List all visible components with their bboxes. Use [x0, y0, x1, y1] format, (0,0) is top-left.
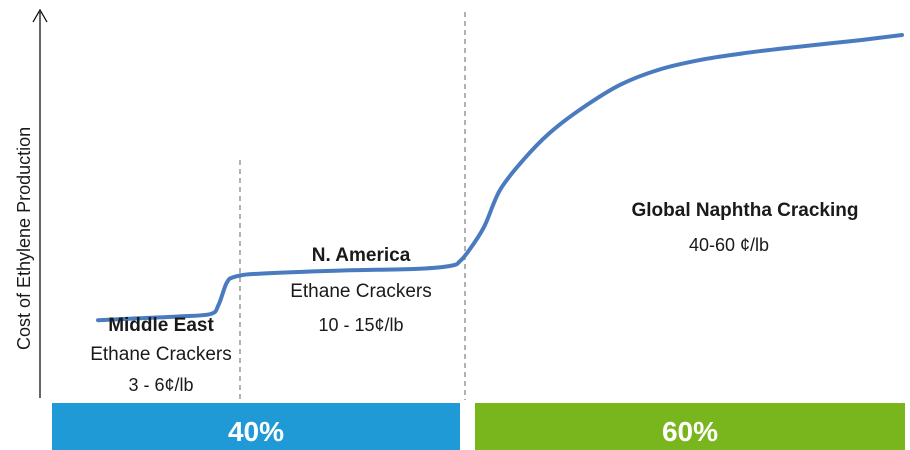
share-bar-60	[475, 403, 905, 450]
segment-2-type: Ethane Crackers	[290, 281, 432, 302]
segment-2-cost: 10 - 15¢/lb	[318, 315, 403, 335]
segment-3-cost: 40-60 ¢/lb	[689, 235, 769, 255]
segment-1-type: Ethane Crackers	[90, 344, 232, 365]
segment-1-region: Middle East	[108, 315, 214, 336]
segment-1-cost: 3 - 6¢/lb	[128, 375, 193, 395]
segment-2-region: N. America	[312, 245, 411, 266]
y-axis-label: Cost of Ethylene Production	[14, 127, 34, 350]
y-axis-arrow-icon	[32, 8, 48, 23]
share-bar-40-label: 40%	[228, 416, 284, 447]
share-bar-60-label: 60%	[662, 416, 718, 447]
cost-curve	[96, 33, 904, 323]
share-bar-40	[52, 403, 460, 450]
segment-3-region: Global Naphtha Cracking	[632, 200, 859, 221]
